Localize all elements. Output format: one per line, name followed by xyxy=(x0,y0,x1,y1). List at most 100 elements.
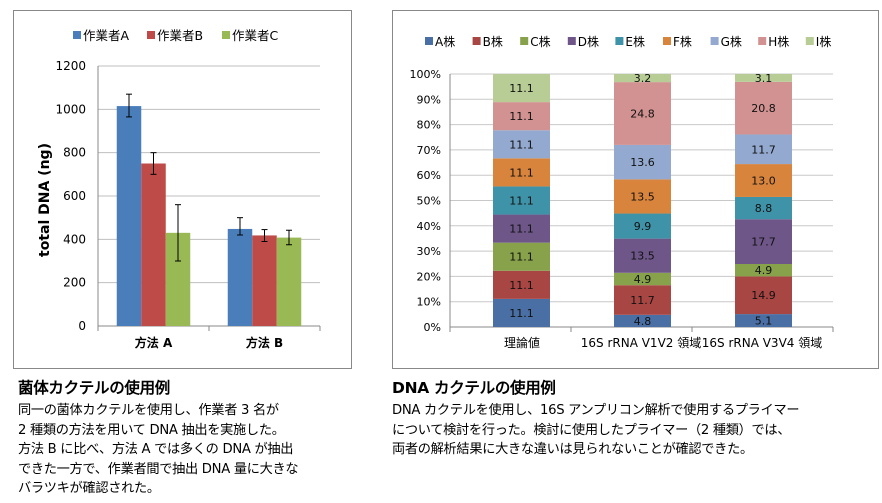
stack-segment xyxy=(735,74,792,82)
legend-label: 作業者B xyxy=(157,28,203,43)
bar-0-0 xyxy=(116,106,142,326)
data-label: 13.6 xyxy=(630,156,655,169)
right-chart-frame xyxy=(392,10,879,369)
legend-swatch xyxy=(805,37,814,45)
x-category-label: 方法 A xyxy=(135,335,173,350)
y-tick-label: 0 xyxy=(78,319,86,333)
left-caption-title: 菌体カクテルの使用例 xyxy=(18,379,171,397)
y-tick-label: 10% xyxy=(417,296,441,309)
data-label: 11.1 xyxy=(509,279,534,292)
stack-segment xyxy=(493,270,550,299)
y-tick-label: 40% xyxy=(417,220,441,233)
data-label: 11.7 xyxy=(630,294,655,307)
data-label: 14.9 xyxy=(751,289,776,302)
stack-segment xyxy=(735,81,792,135)
legend-label: B株 xyxy=(483,34,503,49)
stack-segment xyxy=(735,134,792,165)
legend-swatch xyxy=(73,31,81,39)
legend-label: F株 xyxy=(673,34,692,49)
legend-swatch xyxy=(222,31,230,39)
legend-swatch xyxy=(425,37,433,45)
stack-segment xyxy=(614,285,671,315)
data-label: 11.1 xyxy=(509,82,534,95)
data-label: 11.7 xyxy=(751,143,776,156)
x-category-label: 16S rRNA V3V4 領域 xyxy=(702,335,822,350)
legend-swatch xyxy=(472,37,481,45)
y-tick-label: 90% xyxy=(417,93,441,106)
data-label: 11.1 xyxy=(509,223,534,236)
stack-segment xyxy=(735,196,792,220)
y-tick-label: 1000 xyxy=(55,102,86,116)
data-label: 4.8 xyxy=(634,315,652,328)
caption-line: できた一方で、作業者間で抽出 DNA 量に大きな xyxy=(18,461,299,477)
data-label: 11.1 xyxy=(509,251,534,264)
data-label: 11.1 xyxy=(509,307,534,320)
stack-segment xyxy=(493,130,550,159)
stack-segment xyxy=(614,144,671,180)
y-tick-label: 600 xyxy=(63,189,86,203)
left-chart-frame xyxy=(13,10,352,369)
data-label: 9.9 xyxy=(634,220,652,233)
data-label: 11.1 xyxy=(509,195,534,208)
data-label: 13.0 xyxy=(751,175,776,188)
y-tick-label: 100% xyxy=(410,68,441,81)
legend-swatch xyxy=(758,37,767,45)
y-tick-label: 200 xyxy=(63,276,86,290)
bar-2-1 xyxy=(276,237,302,326)
stack-segment xyxy=(493,214,550,243)
right-caption-title: DNA カクテルの使用例 xyxy=(392,379,556,397)
stack-segment xyxy=(735,314,792,327)
stack-segment xyxy=(493,186,550,215)
data-label: 5.1 xyxy=(755,315,773,328)
stack-segment xyxy=(493,102,550,131)
y-tick-label: 1200 xyxy=(55,59,86,73)
stack-segment xyxy=(493,242,550,271)
stack-segment xyxy=(614,179,671,214)
y-tick-label: 30% xyxy=(417,245,441,258)
data-label: 4.9 xyxy=(755,264,773,277)
stack-segment xyxy=(614,74,671,83)
legend-label: A株 xyxy=(435,34,455,49)
stack-segment xyxy=(735,164,792,197)
legend-label: H株 xyxy=(768,34,789,49)
caption-line: バラツキが確認された。 xyxy=(18,481,160,496)
stack-segment xyxy=(493,158,550,187)
y-tick-label: 20% xyxy=(417,270,441,283)
legend-label: 作業者A xyxy=(83,28,130,43)
y-tick-label: 50% xyxy=(417,195,441,208)
stack-segment xyxy=(614,82,671,145)
data-label: 11.1 xyxy=(509,110,534,123)
data-label: 3.1 xyxy=(755,72,773,85)
data-label: 8.8 xyxy=(755,202,773,215)
x-category-label: 16S rRNA V1V2 領域 xyxy=(581,335,701,350)
legend-swatch xyxy=(615,37,624,45)
data-label: 11.1 xyxy=(509,138,534,151)
stack-segment xyxy=(614,314,671,327)
legend-label: D株 xyxy=(578,34,599,49)
caption-line: 同一の菌体カクテルを使用し、作業者 3 名が xyxy=(18,403,279,418)
y-tick-label: 400 xyxy=(63,232,86,246)
data-label: 13.5 xyxy=(630,250,655,263)
legend-swatch xyxy=(710,37,719,45)
stack-segment xyxy=(493,74,550,103)
legend-label: C株 xyxy=(530,34,550,49)
stack-segment xyxy=(614,213,671,239)
bar-0-1 xyxy=(227,228,253,326)
y-tick-label: 80% xyxy=(417,119,441,132)
stack-segment xyxy=(493,298,550,327)
data-label: 20.8 xyxy=(751,102,776,115)
legend-label: 作業者C xyxy=(232,28,279,43)
stack-segment xyxy=(735,219,792,265)
stack-segment xyxy=(735,276,792,315)
data-label: 4.9 xyxy=(634,273,652,286)
legend-swatch xyxy=(567,37,576,45)
stack-segment xyxy=(614,238,671,273)
stack-segment xyxy=(614,272,671,286)
legend-swatch xyxy=(147,31,155,39)
legend-swatch xyxy=(663,37,671,45)
right-caption: DNA カクテルの使用例 DNA カクテルを使用し、16S アンプリコン解析で使… xyxy=(392,378,800,460)
caption-line: 方法 B に比べ、方法 A では多くの DNA が抽出 xyxy=(18,442,294,457)
bar-1-1 xyxy=(252,235,277,326)
data-label: 13.5 xyxy=(630,190,655,203)
